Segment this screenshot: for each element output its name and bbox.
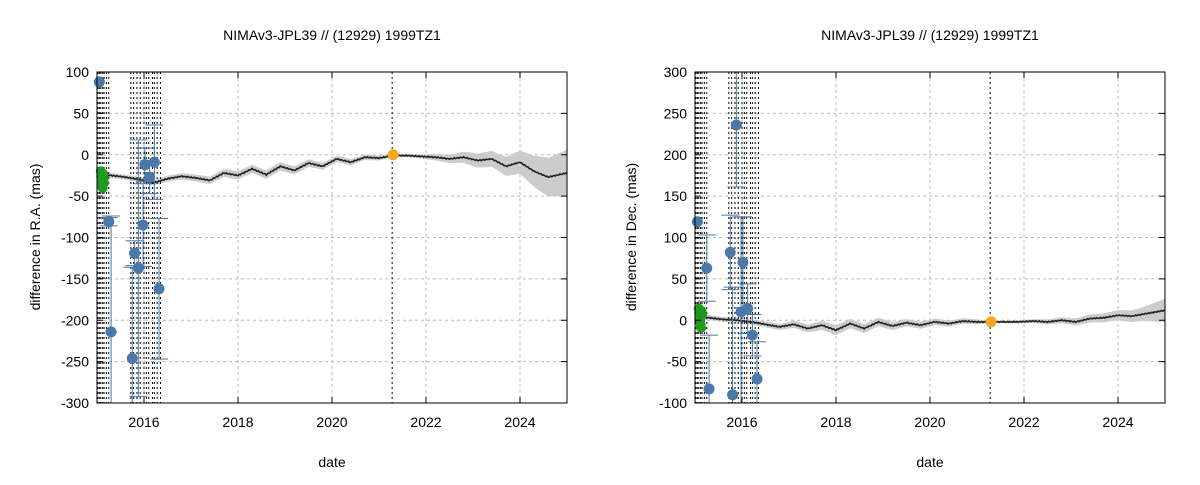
observation-point: [724, 246, 736, 258]
observation-point: [691, 216, 703, 228]
y-tick-label: -100: [659, 395, 687, 411]
x-tick-label: 2018: [820, 414, 851, 430]
recent-observation-points: [693, 303, 708, 333]
observation-point: [103, 216, 115, 228]
observation-point: [742, 303, 754, 315]
dec-panel: -100 -50 0 50 100 150 200 250 300 2016 2018 2020 202…: [623, 27, 1166, 470]
observation-point: [727, 389, 739, 401]
recent-observation-point: [697, 310, 708, 321]
observation-point: [703, 383, 715, 395]
observation-point: [148, 156, 160, 168]
axis-ticks: -100 -50 0 50 100 150 200 250 300 2016 2018 2020 202…: [659, 64, 1165, 430]
recent-observation-point: [99, 177, 110, 188]
observation-point: [746, 329, 758, 341]
y-tick-label: 150: [664, 188, 688, 204]
observation-point: [701, 262, 713, 274]
reference-point-marker: [387, 149, 399, 161]
y-tick-label: -300: [61, 395, 89, 411]
x-tick-label: 2024: [1102, 414, 1133, 430]
recent-observation-points: [95, 166, 110, 193]
y-tick-label: 250: [664, 105, 688, 121]
observation-points: [93, 76, 169, 404]
observation-point: [730, 119, 742, 131]
observation-point: [139, 159, 151, 171]
x-tick-label: 2022: [410, 414, 441, 430]
x-tick-label: 2020: [316, 414, 347, 430]
reference-point-marker: [985, 316, 997, 328]
x-axis-label: date: [318, 454, 345, 470]
chart-title: NIMAv3-JPL39 // (12929) 1999TZ1: [223, 27, 441, 43]
model-curve: [96, 154, 568, 184]
observation-point: [737, 256, 749, 268]
model-curve: [694, 309, 1166, 332]
x-tick-label: 2020: [914, 414, 945, 430]
model-line: [694, 309, 1166, 332]
chart-title: NIMAv3-JPL39 // (12929) 1999TZ1: [821, 27, 1039, 43]
observation-point: [129, 247, 141, 259]
y-tick-label: 0: [81, 147, 89, 163]
y-tick-label: 100: [66, 64, 90, 80]
axis-ticks: -300 -250 -200 -150 -100 -50 0 50 100 2016 2018 202…: [61, 64, 567, 430]
y-axis-label: difference in R.A. (mas): [27, 164, 43, 311]
y-tick-label: 50: [671, 271, 687, 287]
reference-point: [387, 149, 399, 161]
ra-panel: -300 -250 -200 -150 -100 -50 0 50 100 2016 2018 202…: [27, 27, 568, 470]
observation-point: [93, 76, 105, 88]
observation-point: [153, 283, 165, 295]
y-tick-label: 0: [679, 312, 687, 328]
y-tick-label: -100: [61, 230, 89, 246]
y-tick-label: 50: [73, 105, 89, 121]
uncertainty-band: [695, 298, 1165, 336]
x-tick-label: 2022: [1008, 414, 1039, 430]
y-tick-label: -250: [61, 354, 89, 370]
model-line: [96, 154, 568, 184]
y-tick-label: -50: [69, 188, 89, 204]
x-tick-label: 2018: [222, 414, 253, 430]
y-axis-label: difference in Dec. (mas): [623, 163, 639, 311]
y-tick-label: 100: [664, 230, 688, 246]
x-tick-label: 2016: [726, 414, 757, 430]
y-tick-label: 300: [664, 64, 688, 80]
observation-point: [137, 219, 149, 231]
observation-point: [144, 171, 156, 183]
uncertainty-area: [97, 149, 567, 197]
observation-point: [751, 373, 763, 385]
y-tick-label: 200: [664, 147, 688, 163]
reference-point: [985, 316, 997, 328]
y-tick-label: -50: [667, 354, 687, 370]
recent-observation-point: [696, 322, 707, 333]
x-axis-label: date: [916, 454, 943, 470]
uncertainty-area: [695, 298, 1165, 336]
uncertainty-band: [97, 149, 567, 197]
x-tick-label: 2024: [504, 414, 535, 430]
y-tick-label: -150: [61, 271, 89, 287]
observation-point: [132, 262, 144, 274]
x-tick-label: 2016: [128, 414, 159, 430]
observation-point: [105, 326, 117, 338]
observation-point: [126, 352, 138, 364]
y-tick-label: -200: [61, 312, 89, 328]
